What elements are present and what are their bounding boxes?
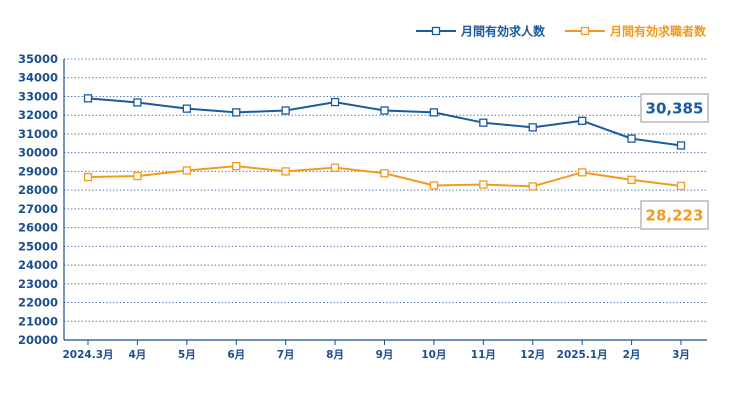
data-point — [479, 118, 488, 127]
value-callouts: 30,385 28,223 — [640, 93, 709, 230]
data-point — [627, 134, 636, 143]
y-tick-label: 20000 — [18, 333, 58, 347]
data-point — [479, 180, 488, 189]
data-point — [133, 98, 142, 107]
legend-label: 月間有効求人数 — [460, 24, 546, 39]
series-line — [87, 97, 682, 147]
y-tick-label: 22000 — [18, 296, 58, 310]
data-point — [380, 169, 389, 178]
axes — [63, 59, 707, 345]
data-point — [330, 163, 340, 172]
data-point — [281, 106, 290, 115]
data-point — [83, 172, 93, 182]
data-point — [528, 182, 537, 191]
value-callout-box — [640, 93, 709, 123]
data-point — [578, 116, 587, 125]
data-point — [182, 166, 191, 175]
y-tick-label: 27000 — [18, 202, 58, 216]
x-tick-label: 8月 — [326, 349, 344, 361]
y-tick-label: 30000 — [18, 146, 58, 160]
series-lines — [83, 94, 686, 191]
data-point — [528, 123, 537, 132]
x-tick-label: 9月 — [376, 349, 394, 361]
data-point — [133, 171, 142, 181]
y-tick-labels: 20000 21000 22000 23000 24000 25000 26000 27000… — [18, 52, 58, 347]
x-tick-label: 2025.1月 — [557, 349, 608, 361]
data-point — [676, 141, 686, 150]
value-callout-label: 30,385 — [646, 100, 704, 118]
x-tick-label: 3月 — [672, 349, 690, 361]
y-tick-label: 31000 — [18, 127, 58, 141]
y-tick-label: 25000 — [18, 239, 58, 253]
y-tick-label: 34000 — [18, 71, 58, 85]
x-tick-label: 11月 — [471, 349, 496, 361]
legend-label: 月間有効求職者数 — [609, 24, 707, 39]
y-tick-label: 35000 — [18, 52, 58, 66]
data-point — [182, 104, 191, 113]
legend: 月間有効求人数 月間有効求職者数 — [416, 24, 707, 39]
gridlines — [64, 58, 707, 322]
data-point — [380, 106, 389, 115]
value-callout-label: 28,223 — [646, 207, 704, 225]
y-tick-label: 23000 — [18, 277, 58, 291]
data-point — [232, 162, 241, 171]
data-point — [232, 108, 241, 117]
data-point — [330, 97, 340, 107]
y-tick-label: 24000 — [18, 258, 58, 272]
legend-marker — [580, 26, 590, 36]
data-point — [627, 175, 636, 184]
x-tick-label: 5月 — [178, 349, 196, 361]
data-point — [281, 167, 290, 176]
y-tick-label: 32000 — [18, 108, 58, 122]
data-point — [429, 181, 439, 190]
x-tick-label: 10月 — [421, 349, 446, 361]
x-tick-label: 6月 — [227, 349, 245, 361]
value-callout-box — [640, 200, 709, 230]
y-tick-label: 29000 — [18, 164, 58, 178]
y-tick-label: 28000 — [18, 183, 58, 197]
data-point — [676, 181, 686, 191]
x-tick-label: 12月 — [520, 349, 545, 361]
legend-marker — [431, 26, 441, 36]
x-tick-labels: 2024.3月 4月 5月 6月 7月 8月 9月 10月 11月 12月 2025.1月 2月 3月 — [62, 349, 689, 361]
data-point — [429, 108, 439, 117]
x-tick-label: 7月 — [277, 349, 295, 361]
y-tick-label: 26000 — [18, 221, 58, 235]
data-point — [578, 168, 587, 177]
x-tick-label: 2024.3月 — [62, 349, 113, 361]
y-tick-label: 33000 — [18, 89, 58, 103]
x-tick-label: 2月 — [623, 349, 641, 361]
y-tick-label: 21000 — [18, 314, 58, 328]
x-tick-label: 4月 — [129, 349, 147, 361]
data-point — [83, 94, 93, 103]
